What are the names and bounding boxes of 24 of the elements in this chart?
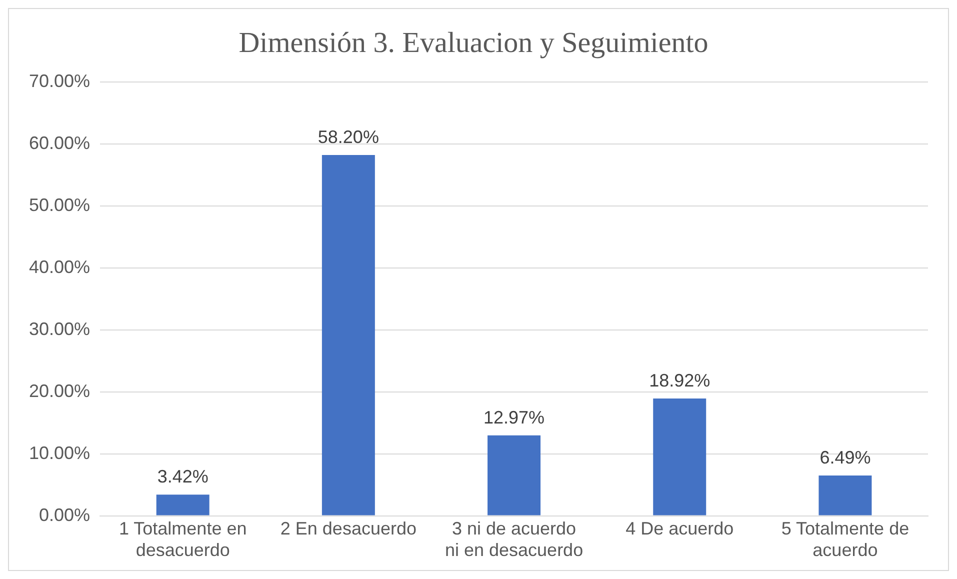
bar [488, 435, 541, 516]
bar [818, 476, 872, 516]
bar [322, 154, 375, 516]
y-tick-label: 40.00% [28, 256, 90, 277]
y-tick-label: 60.00% [28, 132, 90, 153]
y-tick-label: 70.00% [28, 70, 90, 91]
bar [653, 398, 706, 516]
x-tick-label: 1 Totalmente en desacuerdo [118, 518, 247, 560]
x-tick-label: 4 De acuerdo [626, 518, 734, 539]
bar [156, 494, 210, 516]
x-tick-label: 2 En desacuerdo [280, 518, 416, 539]
data-label: 18.92% [649, 370, 710, 390]
data-label: 12.97% [483, 407, 545, 428]
y-tick-label: 30.00% [28, 318, 90, 339]
data-label: 3.42% [157, 466, 208, 487]
data-label: 6.49% [820, 448, 871, 468]
y-tick-label: 50.00% [28, 194, 90, 215]
y-tick-label: 0.00% [39, 504, 90, 525]
data-label: 58.20% [318, 126, 379, 147]
y-tick-label: 20.00% [28, 380, 90, 401]
x-tick-label: 3 ni de acuerdo ni en desacuerdo [444, 518, 584, 560]
chart-title: Dimensión 3. Evaluacion y Seguimiento [238, 27, 708, 60]
x-tick-label: 5 Totalmente de acuerdo [781, 518, 910, 560]
y-tick-label: 10.00% [28, 442, 90, 463]
